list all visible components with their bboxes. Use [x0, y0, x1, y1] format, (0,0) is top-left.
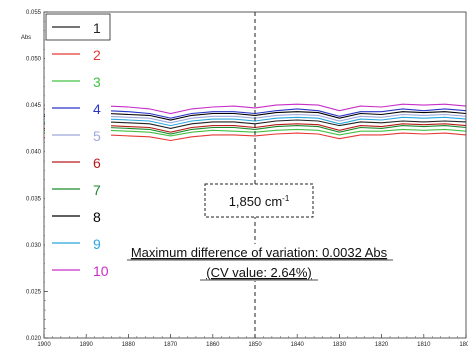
- x-tick-label: 1830: [333, 342, 347, 348]
- legend-label-2: 2: [93, 47, 101, 63]
- y-tick-label: 0.045: [26, 103, 42, 109]
- y-tick-label: 0.020: [26, 336, 42, 342]
- y-axis-label: Abs: [21, 35, 31, 41]
- x-tick-label: 1810: [417, 342, 431, 348]
- cv-value-text: (CV value: 2.64%): [206, 265, 312, 280]
- x-tick-label: 1860: [206, 342, 220, 348]
- legend-label-9: 9: [93, 236, 101, 252]
- legend-label-4: 4: [93, 101, 101, 117]
- legend-label-7: 7: [93, 182, 101, 198]
- x-tick-label: 1900: [37, 342, 51, 348]
- legend-label-1: 1: [93, 20, 101, 36]
- max-diff-bg: [126, 244, 394, 261]
- max-difference-text: Maximum difference of variation: 0.0032 …: [131, 245, 388, 260]
- x-tick-label: 1870: [164, 342, 178, 348]
- cv-bg: [199, 264, 319, 281]
- y-tick-label: 0.025: [26, 289, 42, 295]
- x-tick-label: 1820: [375, 342, 389, 348]
- series-line-8: [44, 111, 467, 121]
- legend-label-5: 5: [93, 128, 101, 144]
- series-line-7: [44, 125, 467, 135]
- wavenumber-label-box: [204, 183, 314, 218]
- x-tick-label: 1890: [80, 342, 94, 348]
- legend: 1 2 3 4 5 6 7 8 9 10: [45, 13, 111, 291]
- x-tick-label: 1850: [248, 342, 262, 348]
- legend-label-6: 6: [93, 155, 101, 171]
- series-line-2: [44, 132, 467, 142]
- x-tick-label: 1840: [291, 342, 305, 348]
- y-tick-label: 0.035: [26, 196, 42, 202]
- legend-entry-1-box: [45, 13, 111, 41]
- wavenumber-label: 1,850 cm-1: [229, 194, 290, 209]
- legend-box: [45, 13, 111, 291]
- legend-label-8: 8: [93, 209, 101, 225]
- y-tick-label: 0.055: [26, 10, 42, 16]
- x-tick-label: 1880: [122, 342, 136, 348]
- series-line-1: [44, 119, 467, 129]
- legend-label-10: 10: [93, 263, 109, 279]
- y-tick-label: 0.050: [26, 57, 42, 63]
- series-line-10: [44, 103, 467, 115]
- y-tick-label: 0.040: [26, 150, 42, 156]
- legend-label-3: 3: [93, 74, 101, 90]
- y-tick-label: 0.030: [26, 243, 42, 249]
- annotations: 1,850 cm-1 Maximum difference of variatio…: [126, 12, 394, 338]
